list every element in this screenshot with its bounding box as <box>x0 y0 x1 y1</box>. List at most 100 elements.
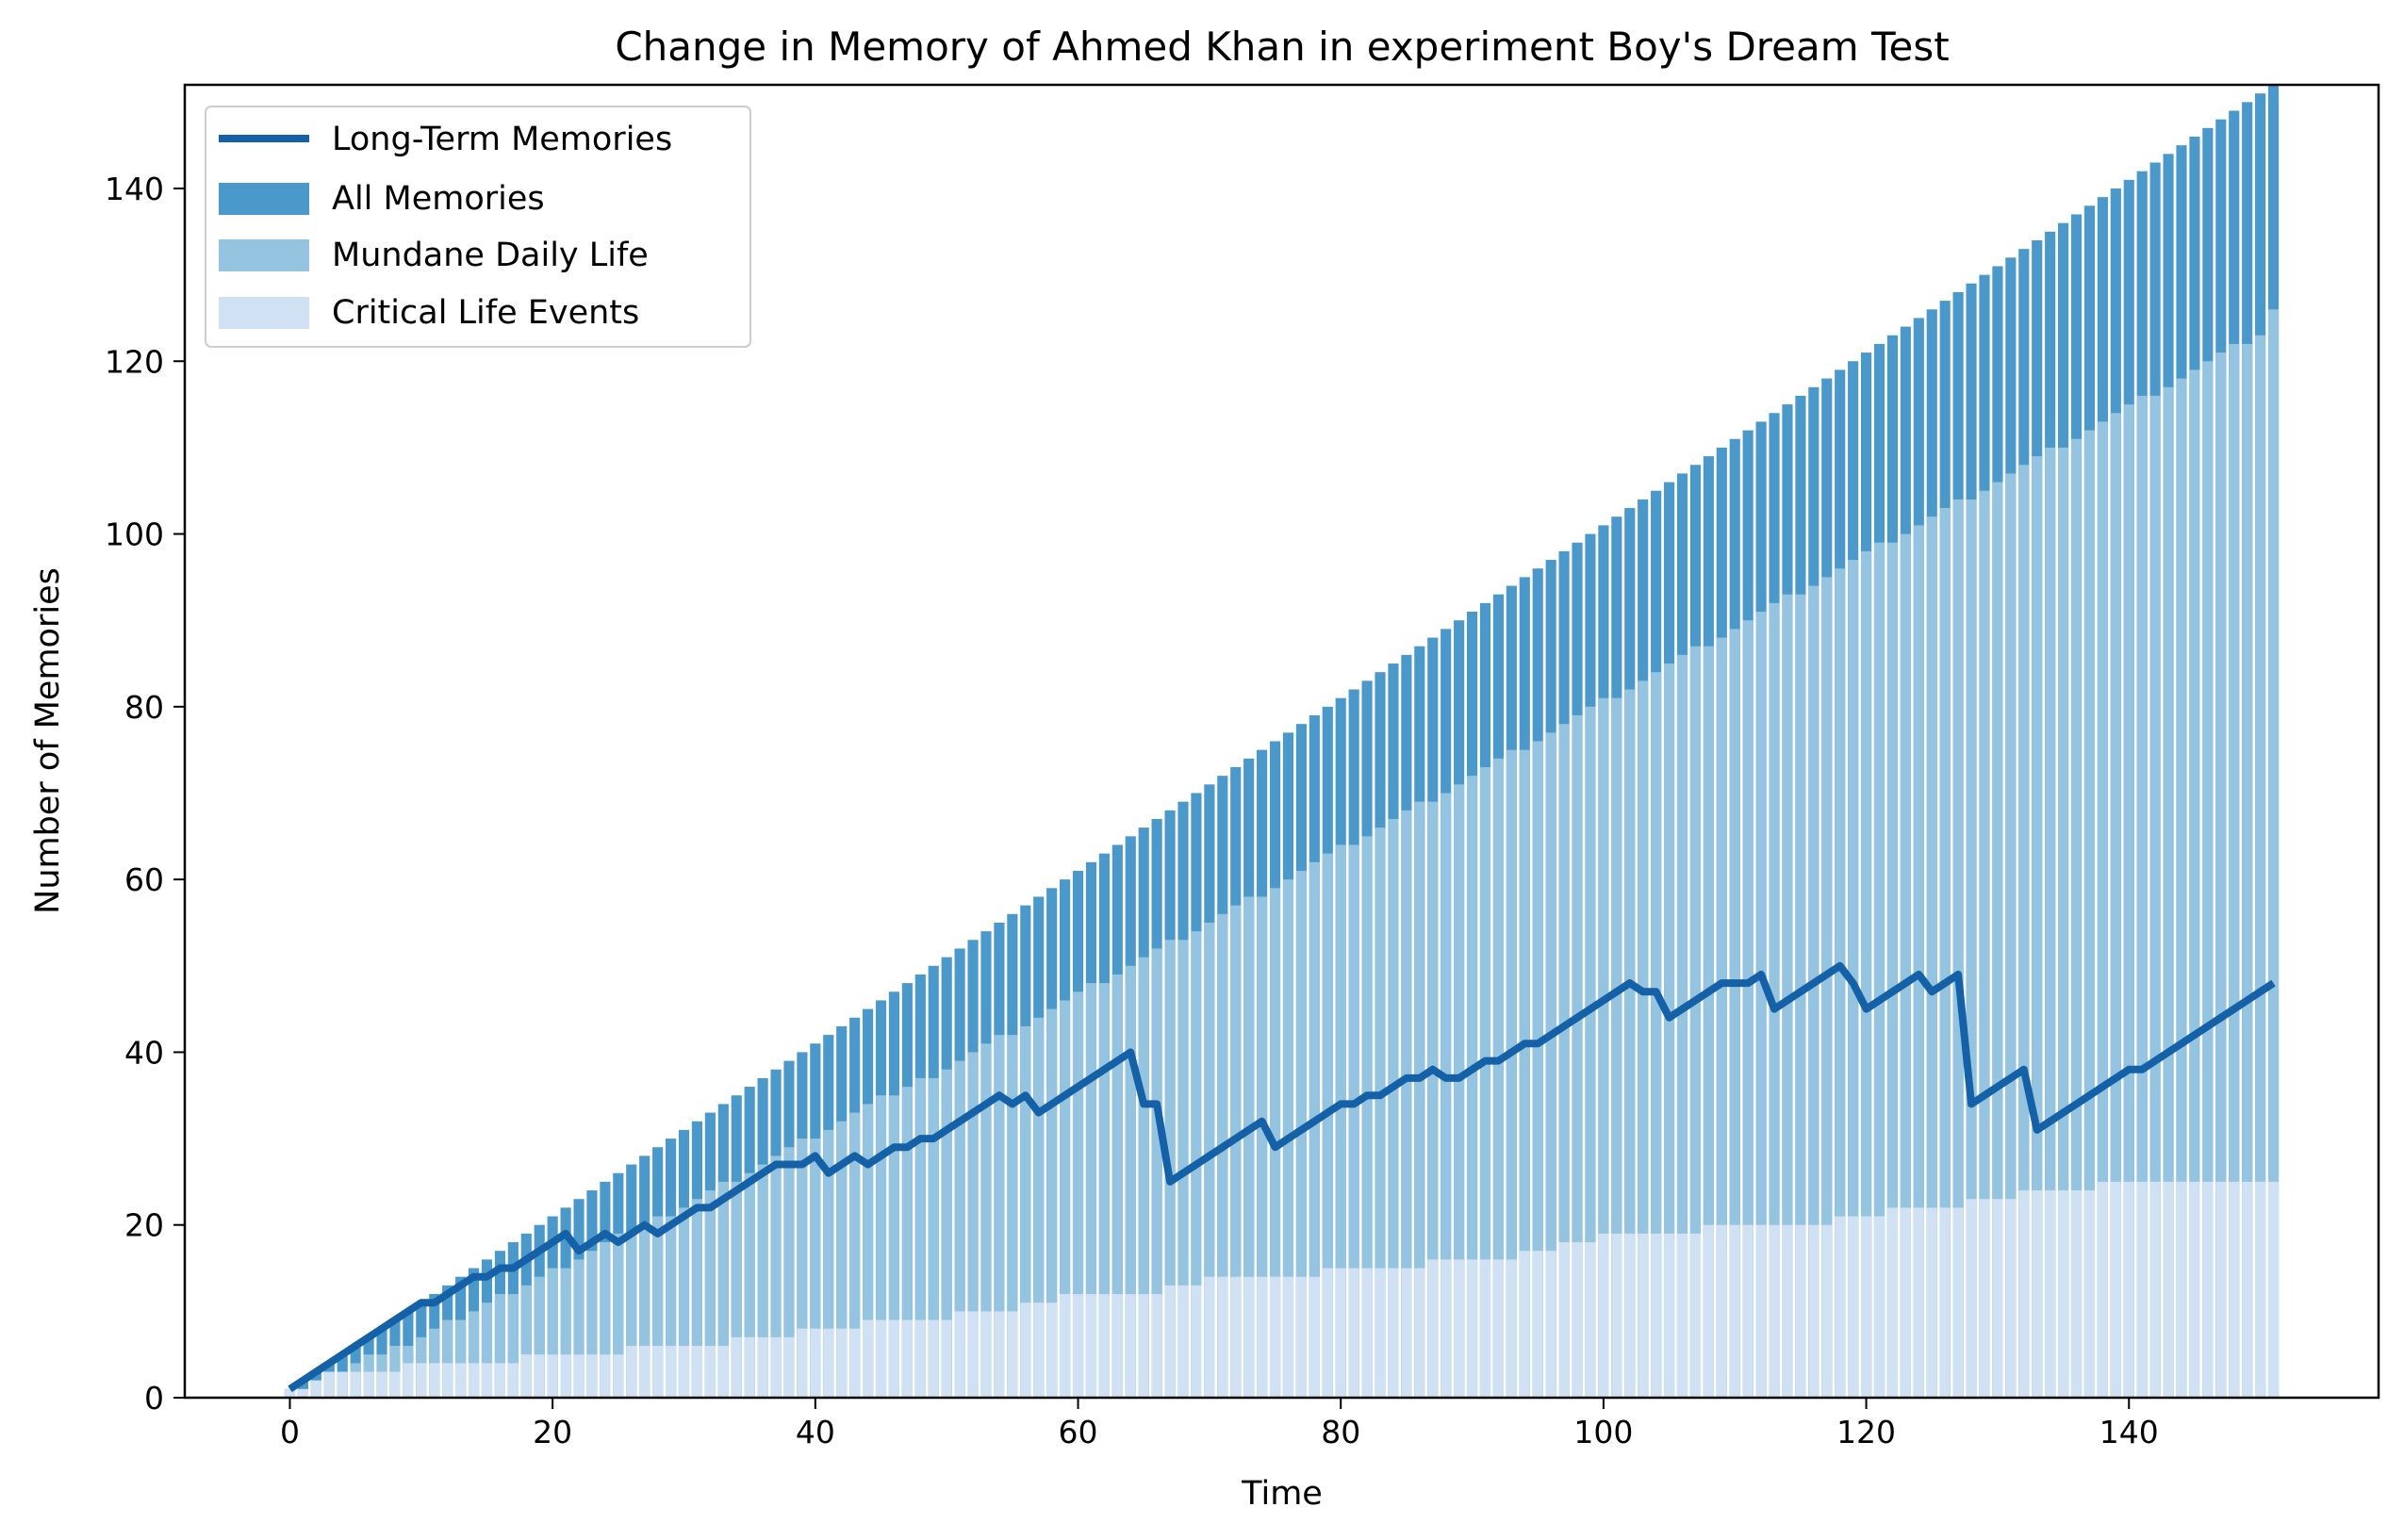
bar-critical-life-events <box>2163 1181 2174 1398</box>
legend-swatch-all-memories <box>219 183 309 215</box>
legend: Long-Term Memories All Memories Mundane … <box>205 106 751 348</box>
bar-critical-life-events <box>1388 1268 1399 1398</box>
bar-mundane-daily-life <box>928 1077 939 1398</box>
bar-critical-life-events <box>797 1328 808 1398</box>
bar-critical-life-events <box>1098 1294 1110 1398</box>
bar-mundane-daily-life <box>757 1164 768 1398</box>
bar-mundane-daily-life <box>1046 1008 1058 1398</box>
bar-mundane-daily-life <box>560 1268 571 1398</box>
bar-mundane-daily-life <box>980 1043 992 1398</box>
bar-critical-life-events <box>573 1354 585 1398</box>
bar-mundane-daily-life <box>1151 948 1162 1398</box>
bar-mundane-daily-life <box>1729 629 1740 1398</box>
bar-mundane-daily-life <box>1742 620 1754 1398</box>
bar-mundane-daily-life <box>1716 637 1727 1398</box>
bar-critical-life-events <box>481 1363 493 1398</box>
bar-mundane-daily-life <box>639 1224 650 1398</box>
bar-mundane-daily-life <box>770 1155 782 1398</box>
bar-critical-life-events <box>1322 1268 1333 1398</box>
bar-critical-life-events <box>626 1346 637 1398</box>
bar-critical-life-events <box>1441 1259 1452 1398</box>
bar-critical-life-events <box>980 1311 992 1398</box>
bar-mundane-daily-life <box>494 1294 505 1398</box>
bar-critical-life-events <box>2083 1190 2096 1398</box>
bar-critical-life-events <box>967 1311 979 1398</box>
bar-critical-life-events <box>2215 1181 2227 1398</box>
bar-mundane-daily-life <box>1558 724 1570 1398</box>
x-tick-label: 40 <box>796 1414 835 1450</box>
bar-mundane-daily-life <box>744 1172 755 1398</box>
bar-critical-life-events <box>1479 1259 1491 1398</box>
bar-mundane-daily-life <box>941 1069 952 1398</box>
bar-mundane-daily-life <box>600 1242 611 1398</box>
bar-critical-life-events <box>888 1319 900 1398</box>
bar-critical-life-events <box>1191 1285 1202 1398</box>
bar-mundane-daily-life <box>783 1147 795 1398</box>
bar-mundane-daily-life <box>2070 438 2083 1398</box>
bar-mundane-daily-life <box>1348 844 1359 1398</box>
bar-critical-life-events <box>1060 1294 1071 1398</box>
bar-mundane-daily-life <box>1873 542 1885 1398</box>
bar-mundane-daily-life <box>810 1139 821 1398</box>
bar-mundane-daily-life <box>2097 421 2108 1398</box>
bar-critical-life-events <box>770 1336 782 1398</box>
bar-mundane-daily-life <box>1966 499 1977 1398</box>
bar-critical-life-events <box>1782 1224 1793 1398</box>
bar-mundane-daily-life <box>1900 533 1911 1398</box>
y-tick-label: 60 <box>124 861 164 898</box>
plot-area <box>183 83 2380 1400</box>
bar-mundane-daily-life <box>2045 447 2056 1398</box>
x-axis: 0 20 40 60 80 100 120 140 <box>280 1398 2159 1450</box>
bar-mundane-daily-life <box>1519 749 1530 1398</box>
bar-mundane-daily-life <box>481 1302 493 1398</box>
bar-critical-life-events <box>1926 1207 1937 1398</box>
bar-mundane-daily-life <box>1427 801 1439 1398</box>
legend-label-mundane-daily-life: Mundane Daily Life <box>332 237 649 274</box>
bar-mundane-daily-life <box>2018 465 2030 1398</box>
bar-mundane-daily-life <box>1085 983 1097 1398</box>
bar-mundane-daily-life <box>468 1311 480 1398</box>
bar-mundane-daily-life <box>2255 335 2266 1398</box>
legend-label-all-memories: All Memories <box>332 180 545 218</box>
bar-critical-life-events <box>284 1388 296 1398</box>
bar-mundane-daily-life <box>954 1060 965 1398</box>
bar-mundane-daily-life <box>1322 853 1333 1398</box>
bar-critical-life-events <box>1269 1276 1281 1398</box>
bar-mundane-daily-life <box>1388 818 1399 1398</box>
bar-mundane-daily-life <box>1808 585 1819 1398</box>
bar-critical-life-events <box>1611 1233 1622 1399</box>
bar-mundane-daily-life <box>2032 456 2043 1398</box>
bar-mundane-daily-life <box>2202 361 2214 1398</box>
bar-mundane-daily-life <box>1060 1000 1071 1398</box>
bar-critical-life-events <box>1046 1302 1058 1398</box>
y-tick-label: 40 <box>124 1034 164 1071</box>
line-long-term-memories <box>288 961 2276 1393</box>
legend-swatch-critical-life-events <box>219 297 309 329</box>
x-tick-label: 60 <box>1059 1414 1098 1450</box>
bar-critical-life-events <box>1979 1199 1990 1398</box>
bar-mundane-daily-life <box>455 1319 467 1398</box>
bar-critical-life-events <box>1427 1259 1439 1398</box>
bar-critical-life-events <box>376 1371 387 1398</box>
bar-critical-life-events <box>1729 1224 1740 1398</box>
bar-critical-life-events <box>1755 1224 1767 1398</box>
bar-critical-life-events <box>810 1328 821 1398</box>
bar-mundane-daily-life <box>389 1346 401 1398</box>
bar-mundane-daily-life <box>1466 776 1478 1398</box>
bar-mundane-daily-life <box>507 1294 519 1398</box>
bar-mundane-daily-life <box>2123 404 2134 1399</box>
bar-critical-life-events <box>1663 1233 1675 1399</box>
bar-mundane-daily-life <box>2110 413 2121 1398</box>
bar-mundane-daily-life <box>1926 516 1937 1398</box>
bar-critical-life-events <box>1230 1276 1242 1398</box>
bar-critical-life-events <box>1572 1242 1583 1398</box>
bar-mundane-daily-life <box>1755 612 1767 1398</box>
y-tick-label: 20 <box>124 1207 164 1244</box>
bar-critical-life-events <box>1309 1276 1320 1398</box>
bar-critical-life-events <box>2242 1181 2253 1398</box>
bar-critical-life-events <box>1295 1276 1307 1398</box>
y-tick-label: 80 <box>124 689 164 726</box>
bar-mundane-daily-life <box>1072 991 1084 1398</box>
bar-mundane-daily-life <box>586 1251 598 1398</box>
